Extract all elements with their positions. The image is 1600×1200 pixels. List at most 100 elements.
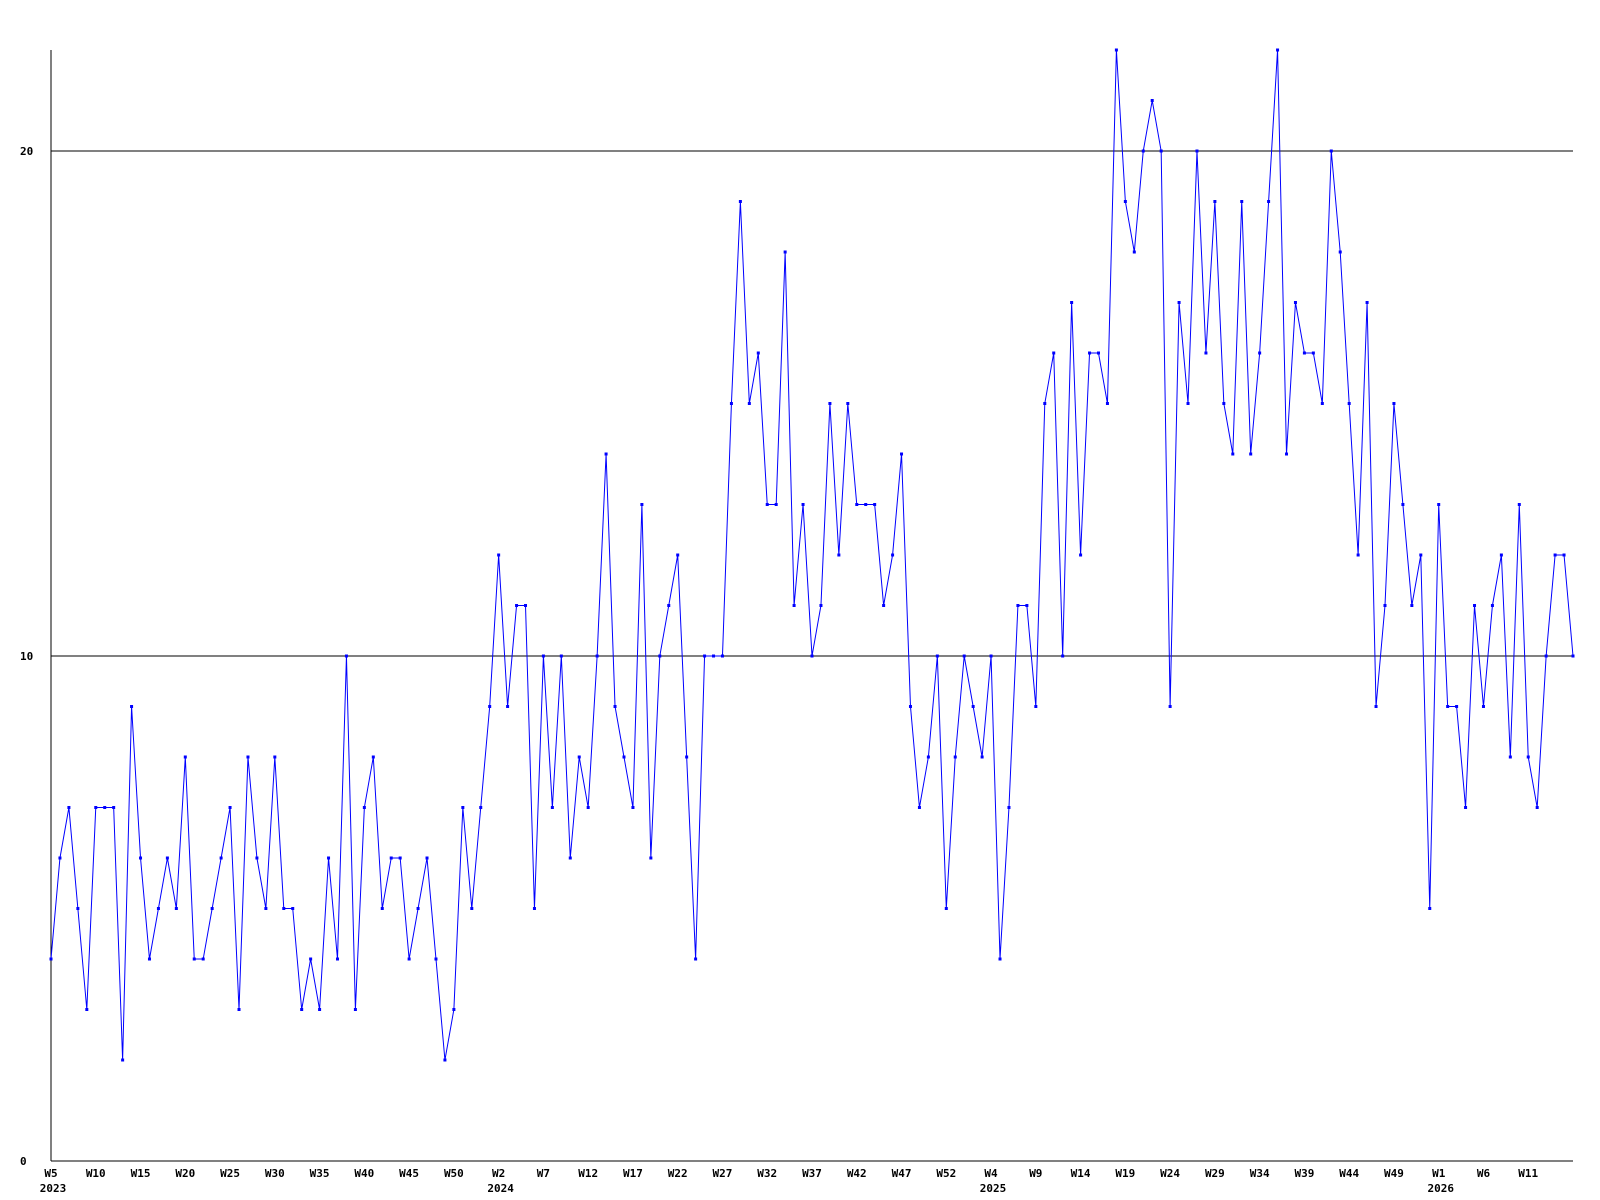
point [1034,705,1038,708]
x-tick-label: W14 [1071,1167,1091,1180]
point [1553,553,1557,557]
point [1544,654,1548,658]
point [1499,553,1503,557]
point [1079,553,1083,557]
point [67,806,71,809]
point [792,604,796,607]
point [353,1008,357,1011]
point [165,856,169,860]
point [944,907,948,910]
x-tick-label: W34 [1250,1167,1270,1180]
point [434,957,438,961]
point [443,1058,447,1062]
point [694,957,698,961]
point [747,402,751,405]
point [479,806,483,809]
point [58,856,62,860]
point [1392,402,1396,405]
point [1240,200,1244,203]
point [156,907,160,910]
point [398,856,402,860]
point [1168,705,1172,708]
point [210,907,214,910]
point [998,957,1002,961]
x-year-label: 2026 [1427,1182,1454,1195]
point [1195,149,1199,153]
point [703,654,707,658]
point [1096,351,1100,355]
point [255,856,259,860]
x-tick-label: W35 [310,1167,330,1180]
point [577,755,581,759]
point [640,503,644,506]
x-tick-label: W20 [175,1167,195,1180]
point [1043,402,1047,405]
point [604,452,608,456]
point [344,654,348,658]
point [908,705,912,708]
point [1347,402,1351,405]
point [389,856,393,860]
point [1329,149,1333,153]
x-tick-label: W5 [44,1167,57,1180]
x-tick-label: W39 [1294,1167,1314,1180]
point [76,907,80,910]
point [219,856,223,860]
point [1276,48,1280,52]
point [1123,200,1127,203]
point [461,806,465,809]
point [1410,604,1414,607]
point [1132,250,1136,254]
x-tick-label: W32 [757,1167,777,1180]
point [488,705,492,708]
point [1311,351,1315,355]
x-tick-label: W29 [1205,1167,1225,1180]
x-tick-label: W24 [1160,1167,1180,1180]
x-tick-label: W17 [623,1167,643,1180]
x-tick-label: W19 [1115,1167,1135,1180]
x-year-label: 2024 [487,1182,514,1195]
point [891,553,895,557]
point [1490,604,1494,607]
point [720,654,724,658]
point [953,755,957,759]
point [864,503,868,506]
point [1293,301,1297,304]
point [971,705,975,708]
point [273,755,277,759]
x-tick-label: W45 [399,1167,419,1180]
point [1222,402,1226,405]
point [676,553,680,557]
point [756,351,760,355]
point [470,907,474,910]
x-tick-label: W37 [802,1167,822,1180]
point [327,856,331,860]
y-tick-label: 20 [20,145,33,158]
x-tick-label: W9 [1029,1167,1042,1180]
point [613,705,617,708]
point [568,856,572,860]
point [1437,503,1441,506]
point [595,654,599,658]
point [989,654,993,658]
x-tick-label: W50 [444,1167,464,1180]
point [1061,654,1065,658]
point [631,806,635,809]
point [1150,99,1154,102]
point [380,907,384,910]
point [1258,351,1262,355]
point [246,755,250,759]
point [586,806,590,809]
point [550,806,554,809]
point [559,654,563,658]
point [362,806,366,809]
point [192,957,196,961]
x-tick-label: W6 [1477,1167,1491,1180]
point [962,654,966,658]
point [1231,452,1235,456]
x-tick-label: W47 [892,1167,912,1180]
point [121,1058,125,1062]
point [649,856,653,860]
point [1508,755,1512,759]
point [738,200,742,203]
